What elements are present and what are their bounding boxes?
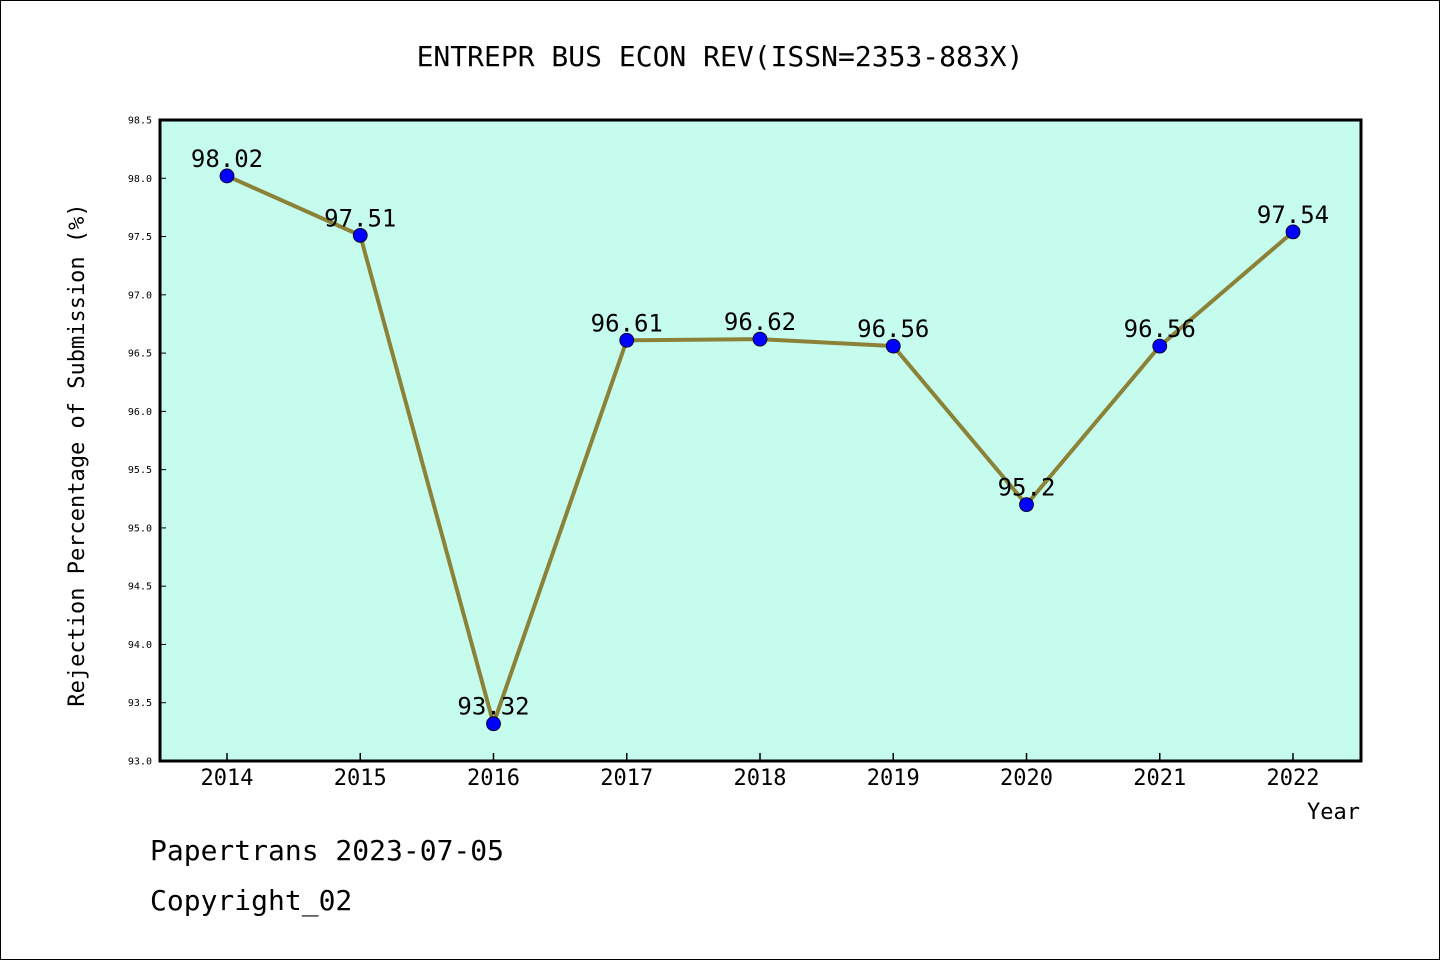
x-tick-label: 2015 [334, 766, 387, 791]
y-tick-label: 93.5 [128, 698, 152, 709]
data-point-label: 97.54 [1257, 201, 1329, 229]
y-tick-label: 97.5 [128, 232, 152, 243]
x-tick-label: 2017 [600, 766, 653, 791]
x-axis-label: Year [1307, 800, 1360, 825]
plot-area [158, 118, 1363, 763]
x-tick-label: 2018 [734, 766, 787, 791]
data-point-marker [619, 332, 635, 348]
y-tick-label: 96.5 [128, 349, 152, 360]
data-point-marker [486, 716, 501, 732]
x-axis-ticks: 2014 2015 2016 2017 2018 2019 2020 2021 2022 [201, 753, 1320, 791]
y-tick-label: 93.0 [128, 757, 152, 768]
data-labels: 98.02 97.51 93.32 96.61 96.62 96.56 95.2 96.56 9… [191, 145, 1329, 721]
data-point-label: 95.2 [998, 474, 1056, 502]
data-point-marker [752, 331, 768, 347]
data-point-marker [1285, 224, 1301, 240]
data-point-label: 96.56 [857, 315, 929, 343]
y-tick-label: 96.0 [128, 407, 152, 418]
y-axis-ticks: 93.0 93.5 94.0 94.5 95.0 95.5 96.0 96.5 97.0 97.5… [128, 116, 166, 768]
data-point-marker [352, 227, 368, 243]
x-tick-label: 2020 [1000, 766, 1053, 791]
data-point-marker [1152, 338, 1168, 354]
footer-copyright: Copyright_02 [150, 884, 353, 917]
footer-date: Papertrans 2023-07-05 [150, 834, 505, 867]
data-point-marker [885, 338, 901, 354]
y-tick-label: 95.5 [128, 465, 152, 476]
y-tick-label: 94.0 [128, 640, 152, 651]
chart-title: ENTREPR BUS ECON REV(ISSN=2353-883X) [417, 40, 1024, 73]
x-tick-label: 2019 [867, 766, 920, 791]
y-axis-label: Rejection Percentage of Submission (%) [65, 203, 90, 706]
data-point-label: 93.32 [457, 693, 529, 721]
y-tick-label: 98.5 [128, 116, 152, 127]
data-point-label: 97.51 [324, 204, 396, 232]
data-point-label: 98.02 [191, 145, 263, 173]
data-point-marker [1019, 497, 1034, 513]
x-tick-label: 2016 [467, 766, 520, 791]
data-point-label: 96.61 [591, 309, 663, 337]
data-point-marker [219, 168, 235, 184]
x-tick-label: 2022 [1267, 766, 1320, 791]
y-tick-label: 95.0 [128, 523, 152, 534]
data-markers [219, 168, 1301, 732]
data-point-label: 96.56 [1124, 315, 1196, 343]
y-tick-label: 97.0 [128, 290, 152, 301]
y-tick-label: 98.0 [128, 174, 152, 185]
y-tick-label: 94.5 [128, 582, 152, 593]
x-tick-label: 2021 [1133, 766, 1186, 791]
data-point-label: 96.62 [724, 308, 796, 336]
x-tick-label: 2014 [201, 766, 254, 791]
